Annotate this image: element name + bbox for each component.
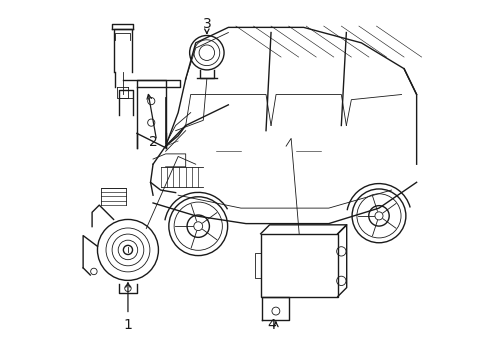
Text: 3: 3 <box>202 17 211 31</box>
Bar <box>260 234 337 297</box>
Text: 4: 4 <box>266 318 275 332</box>
Text: 2: 2 <box>148 135 157 149</box>
Text: 1: 1 <box>123 318 132 332</box>
